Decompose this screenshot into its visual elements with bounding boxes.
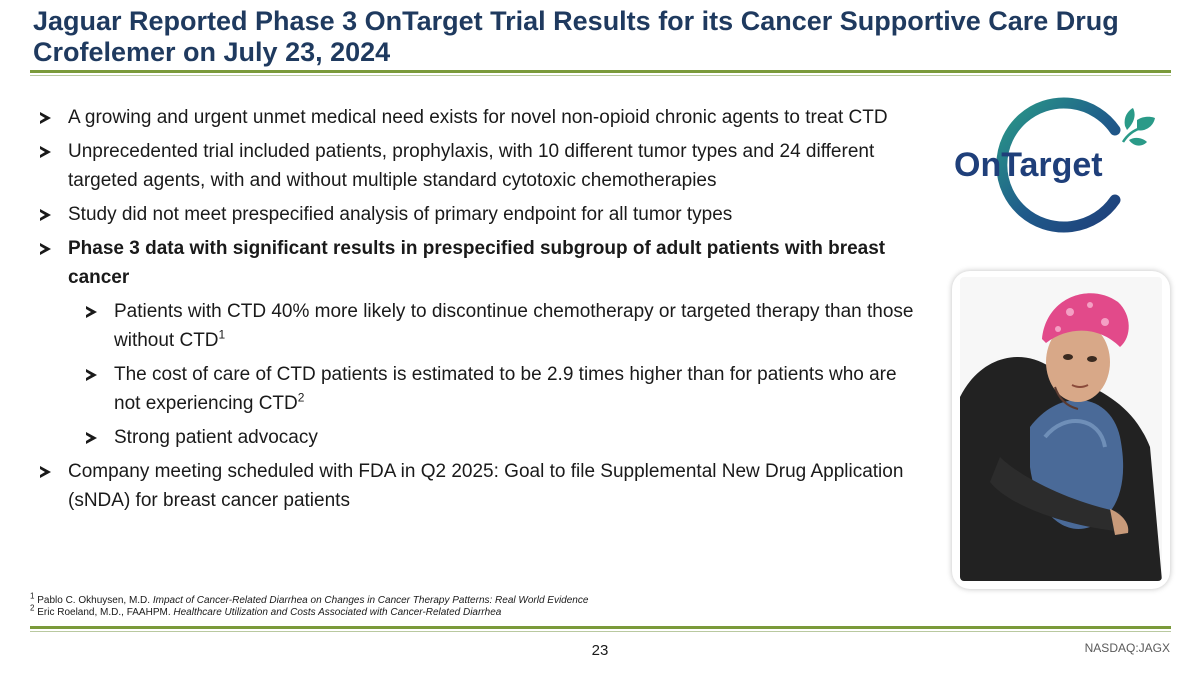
bullet-item: Company meeting scheduled with FDA in Q2… [40, 457, 920, 515]
patient-photo-frame [952, 271, 1170, 589]
arrow-bullet-icon [86, 432, 97, 444]
sub-bullet-item: The cost of care of CTD patients is esti… [86, 360, 920, 418]
arrow-bullet-icon [86, 306, 97, 318]
page-number: 23 [591, 642, 609, 659]
bullet-item: A growing and urgent unmet medical need … [40, 103, 920, 132]
arrow-bullet-icon [40, 243, 51, 255]
logo-leaf [1129, 137, 1147, 146]
logo-wordmark: OnTarget [954, 146, 1103, 184]
bullet-item-bold: Phase 3 data with significant results in… [40, 234, 920, 292]
arrow-bullet-icon [40, 466, 51, 478]
logo-leaf [1124, 108, 1135, 130]
footer-divider [30, 626, 1171, 629]
stock-ticker: NASDAQ:JAGX [1084, 641, 1170, 655]
bullet-item: Unprecedented trial included patients, p… [40, 137, 920, 195]
arrow-bullet-icon [40, 112, 51, 124]
title-divider [30, 70, 1171, 73]
sub-bullet-item: Patients with CTD 40% more likely to dis… [86, 297, 920, 355]
footer-divider-thin [30, 631, 1171, 632]
logo-ring [996, 97, 1121, 233]
arrow-bullet-icon [40, 209, 51, 221]
logo-leaf [1137, 116, 1155, 131]
bullet-item: Study did not meet prespecified analysis… [40, 200, 920, 229]
bullet-list: A growing and urgent unmet medical need … [40, 103, 920, 520]
footnotes: 1 Pablo C. Okhuysen, M.D. Impact of Canc… [30, 591, 589, 619]
footnote-2: 2 Eric Roeland, M.D., FAAHPM. Healthcare… [30, 603, 502, 618]
arrow-bullet-icon [86, 369, 97, 381]
arrow-bullet-icon [40, 146, 51, 158]
title-divider-thin [30, 75, 1171, 76]
patient-illustration [960, 277, 1162, 581]
patient-photo [960, 277, 1162, 581]
sub-bullet-item: Strong patient advocacy [86, 423, 920, 452]
ontarget-logo: OnTarget [954, 97, 1155, 233]
footnote-1: 1 Pablo C. Okhuysen, M.D. Impact of Canc… [30, 591, 589, 606]
slide-title: Jaguar Reported Phase 3 OnTarget Trial R… [33, 6, 1119, 67]
